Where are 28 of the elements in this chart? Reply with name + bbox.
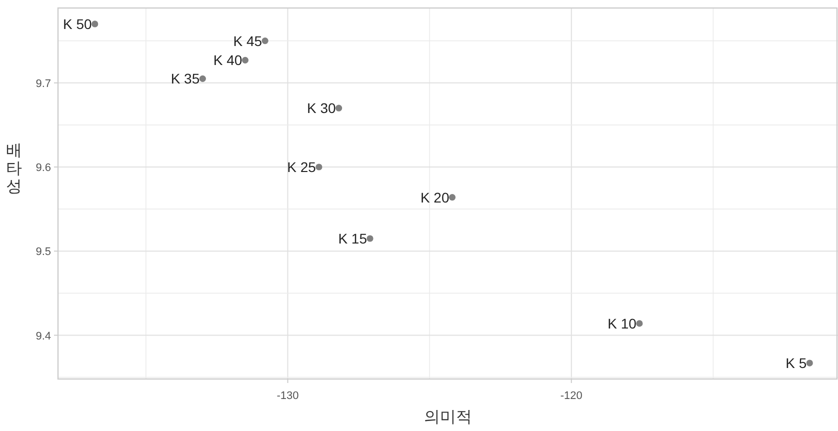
annotation: K 45	[233, 32, 262, 49]
point	[806, 360, 813, 366]
annotation: K 35	[170, 70, 200, 87]
annotation: K 30	[306, 100, 336, 116]
y-tick-label: 9.4	[36, 330, 51, 342]
point	[242, 56, 248, 64]
point	[316, 164, 322, 170]
x-tick-label: -130	[276, 390, 299, 402]
point	[262, 38, 268, 44]
x-tick-label: -120	[560, 390, 582, 402]
point	[636, 320, 643, 327]
point	[336, 104, 342, 112]
annotation: K 50	[63, 16, 92, 32]
annotation: K 25	[287, 159, 316, 175]
annotation: K 10	[608, 315, 637, 332]
point	[199, 75, 206, 82]
annotation: K 5	[786, 355, 807, 372]
y-tick-label: 9.5	[36, 246, 51, 258]
point	[366, 235, 374, 242]
y-tick-label: 9.6	[36, 162, 51, 174]
point	[92, 20, 98, 28]
annotation: K 40	[213, 52, 242, 68]
x-axis-title: 의미적	[424, 409, 472, 426]
y-axis-title: 배타성	[6, 142, 22, 196]
annotation: K 20	[420, 189, 450, 206]
annotation: K 15	[338, 230, 368, 247]
point	[448, 194, 456, 201]
y-tick-label: 9.7	[36, 78, 51, 90]
